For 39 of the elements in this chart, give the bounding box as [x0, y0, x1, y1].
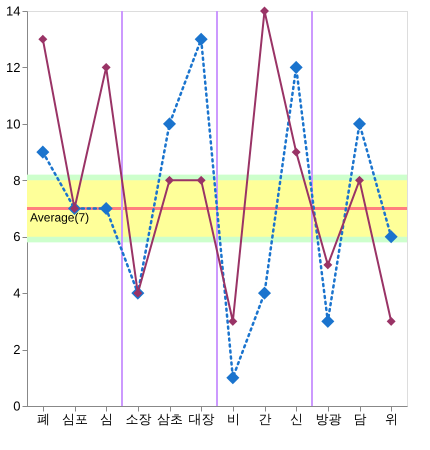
y-tick-label: 0: [13, 398, 20, 414]
y-tick-label: 2: [13, 342, 20, 358]
point: [196, 176, 206, 185]
point: [352, 117, 366, 130]
point: [260, 6, 269, 16]
y-tick-label: 10: [6, 116, 20, 132]
x-tick-label: 대장: [188, 412, 215, 426]
x-tick-label: 소장: [125, 412, 152, 426]
point: [384, 230, 398, 244]
y-tick-label: 12: [6, 60, 20, 75]
x-tick-label: 비: [226, 412, 240, 426]
point: [258, 286, 272, 300]
x-tick-label: 위: [385, 412, 398, 426]
point: [386, 316, 396, 326]
point: [162, 117, 176, 130]
x-tick-label: 담: [354, 412, 366, 426]
point: [323, 260, 332, 270]
x-tick-label: 삼초: [157, 412, 183, 426]
y-tick-label: 6: [13, 229, 20, 244]
y-tick-label: 8: [13, 172, 20, 188]
ref-line-label: Average(7): [30, 210, 90, 224]
y-tick-label: 14: [6, 4, 20, 18]
y-tick-label: 4: [13, 286, 20, 301]
x-tick-label: 간: [258, 412, 272, 426]
point: [290, 60, 303, 74]
x-tick-label: 신: [290, 412, 304, 426]
x-tick-label: 심포: [62, 412, 88, 426]
x-tick-label: 방광: [315, 412, 342, 426]
x-tick-label: 폐: [36, 412, 50, 426]
point: [38, 34, 48, 44]
point: [226, 371, 240, 384]
point: [321, 314, 334, 328]
point: [100, 202, 113, 216]
point: [292, 148, 301, 157]
x-tick-label: 심: [100, 412, 114, 426]
point: [36, 146, 50, 159]
point: [194, 32, 208, 46]
point: [165, 176, 174, 185]
point: [355, 176, 364, 185]
